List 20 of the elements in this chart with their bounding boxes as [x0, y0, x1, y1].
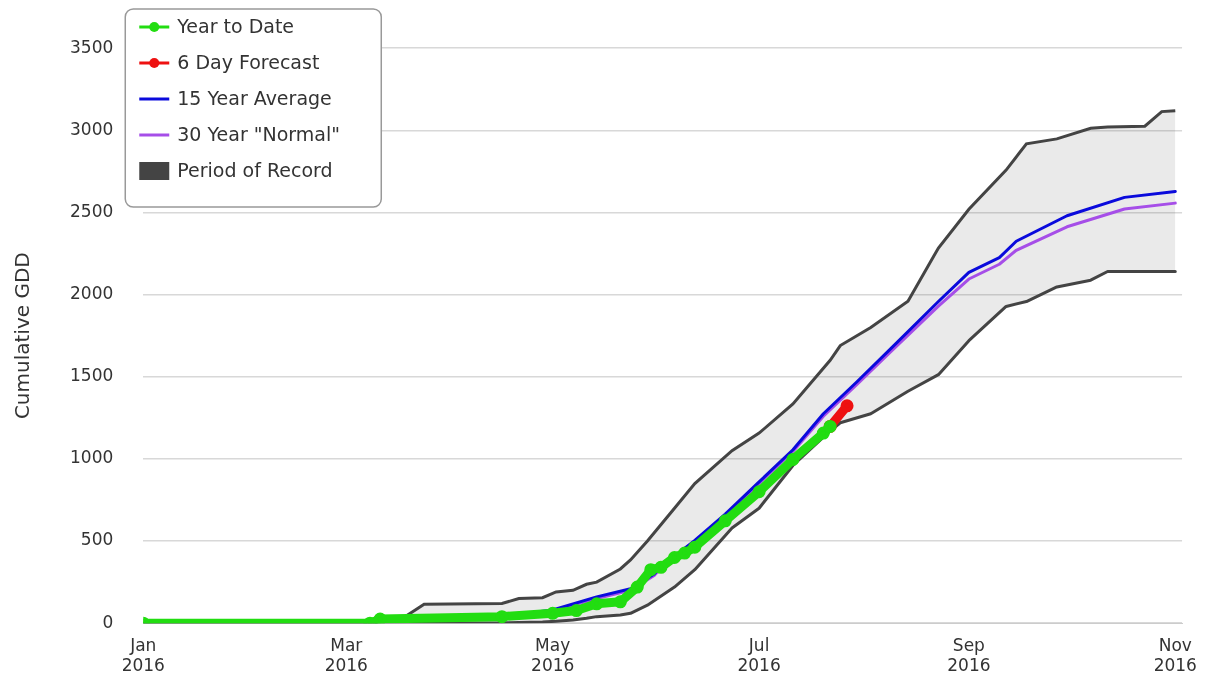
legend-label: Period of Record	[177, 158, 333, 181]
x-tick-label: Sep 2016	[947, 634, 991, 676]
x-tick-label: May 2016	[531, 634, 575, 676]
x-tick-label: Mar 2016	[324, 634, 368, 676]
y-tick-label: 1500	[70, 365, 114, 386]
x-tick-label: Jul 2016	[737, 634, 781, 676]
legend-label: 30 Year "Normal"	[177, 122, 340, 145]
y-axis-title: Cumulative GDD	[10, 252, 35, 420]
y-tick-label: 1000	[70, 447, 114, 468]
y-tick-label: 0	[102, 611, 114, 632]
y-tick-label: 500	[80, 529, 114, 550]
y-tick-label: 2500	[70, 200, 114, 221]
y-tick-label: 2000	[70, 283, 114, 304]
legend-label: Year to Date	[176, 14, 295, 37]
x-tick-label: Jan 2016	[121, 634, 165, 676]
legend-label: 6 Day Forecast	[177, 50, 320, 73]
legend-label: 15 Year Average	[177, 86, 332, 109]
y-tick-label: 3500	[70, 36, 114, 57]
y-tick-label: 3000	[70, 118, 114, 139]
x-tick-label: Nov 2016	[1153, 634, 1197, 676]
